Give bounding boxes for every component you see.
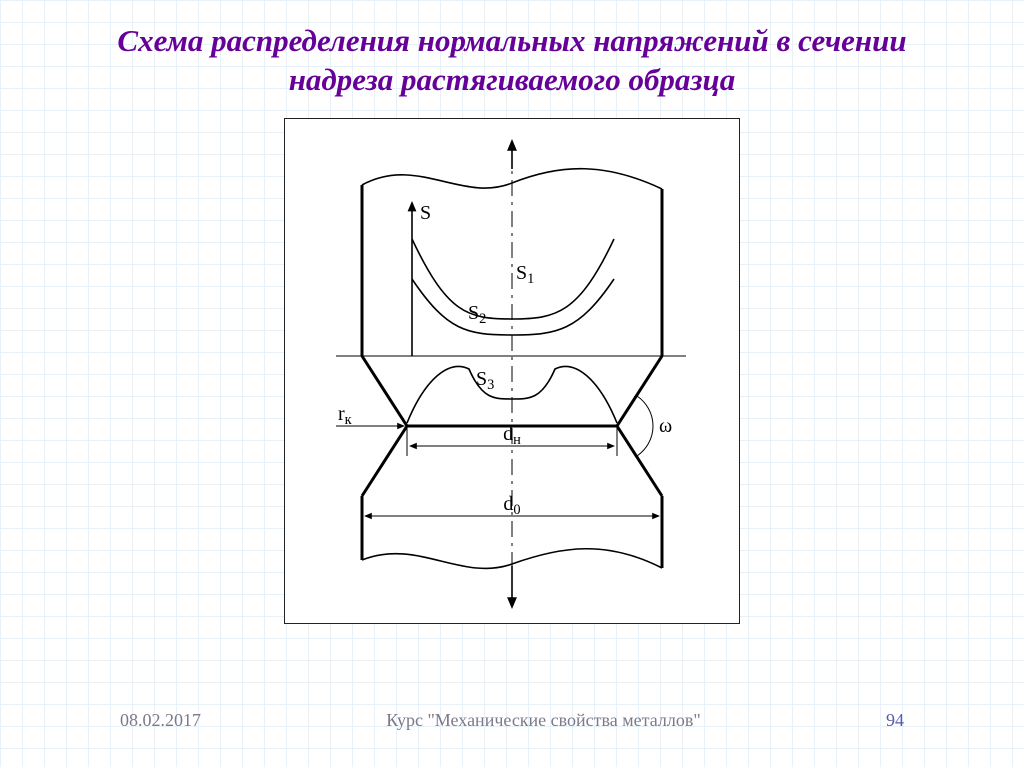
svg-text:d0: d0 [503, 493, 520, 518]
page-title: Схема распределения нормальных напряжени… [82, 22, 942, 100]
svg-text:S2: S2 [468, 302, 486, 327]
svg-text:ω: ω [659, 415, 672, 437]
footer-course: Курс "Механические свойства металлов" [201, 710, 886, 731]
footer-date: 08.02.2017 [120, 710, 201, 731]
figure-panel: SS1S2S3rкωdнd0 [284, 118, 740, 624]
svg-text:S3: S3 [476, 368, 494, 393]
svg-text:rк: rк [338, 403, 352, 428]
footer-page: 94 [886, 710, 904, 731]
svg-text:S1: S1 [516, 262, 534, 287]
svg-text:S: S [420, 202, 431, 224]
footer: 08.02.2017 Курс "Механические свойства м… [0, 710, 1024, 731]
stress-diagram: SS1S2S3rкωdнd0 [297, 131, 727, 611]
slide: Схема распределения нормальных напряжени… [0, 0, 1024, 767]
